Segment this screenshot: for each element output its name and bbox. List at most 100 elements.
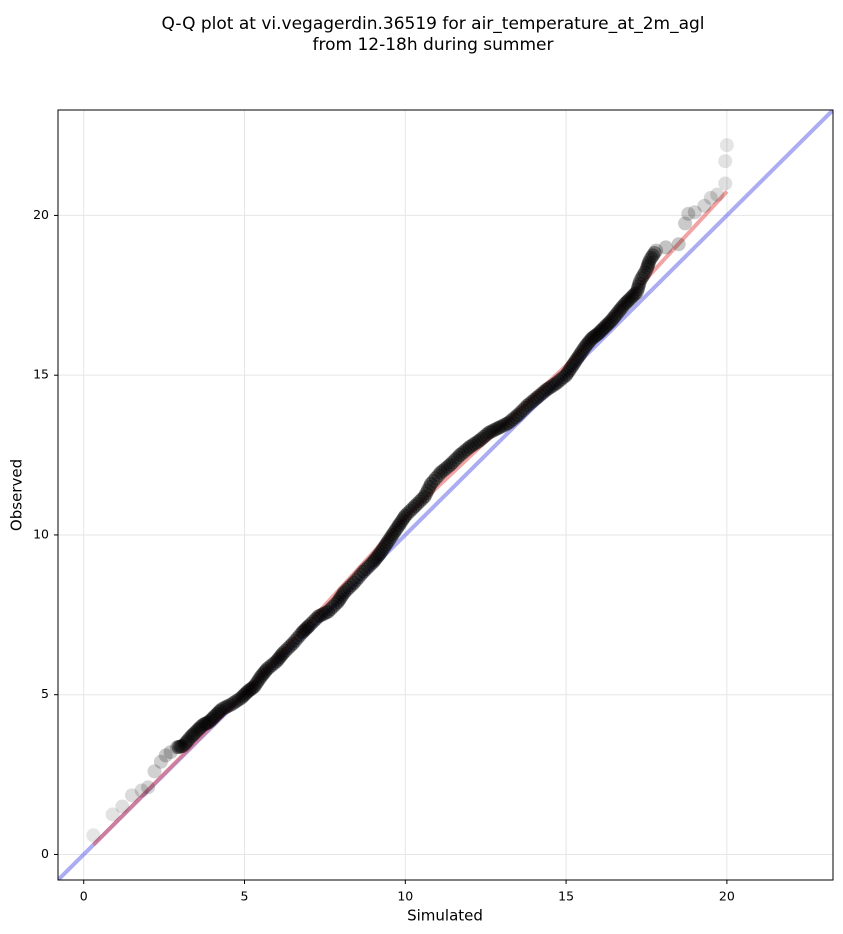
data-point-dense [583,333,598,348]
data-point-dense [229,694,244,709]
data-point-dense [438,461,453,476]
data-point-dense [349,573,364,588]
fit-line [91,190,729,847]
chart-title: Q-Q plot at vi.vegagerdin.36519 for air_… [161,14,704,34]
data-point-dense [575,344,590,359]
data-point-dense [267,656,282,671]
data-point [330,595,345,610]
data-point-dense [203,713,218,728]
y-tick-label: 20 [33,207,49,222]
data-point-dense [231,692,246,707]
data-point-dense [594,323,609,338]
data-point-dense [600,317,615,332]
data-point-dense [581,335,596,350]
data-point-dense [245,680,260,695]
data-point-dense [173,739,188,754]
data-point-dense [403,503,418,518]
data-point [452,448,467,463]
data-point [195,718,210,733]
data-point-dense [562,363,577,378]
data-point-dense [200,715,215,730]
data-point-dense [255,668,270,683]
data-point [385,527,400,542]
data-point-dense [542,380,557,395]
data-point [424,476,439,491]
data-point-dense [428,471,443,486]
data-point [295,625,310,640]
x-tick-label: 15 [558,889,574,904]
data-point [687,205,702,220]
data-point-dense [513,405,528,420]
data-point [391,518,406,533]
data-point-dense [388,523,403,538]
data-point-dense [274,648,289,663]
data-point-dense [179,734,194,749]
data-point-dense [197,717,212,732]
data-point-dense [493,419,508,434]
x-tick-label: 20 [719,889,735,904]
data-point [610,305,625,320]
data-point [240,684,255,699]
data-point-dense [369,551,384,566]
data-point-dense [306,614,321,629]
data-point [472,433,487,448]
data-point-dense [280,641,295,656]
data-point [147,764,162,779]
data-point-dense [194,719,209,734]
x-tick-label: 5 [241,889,249,904]
data-point [141,780,156,795]
data-point [417,489,432,504]
data-point [346,575,361,590]
data-point-dense [448,452,463,467]
data-point [247,679,262,694]
data-point [321,604,336,619]
data-point-dense [184,729,199,744]
data-point-dense [522,396,537,411]
data-point-dense [628,286,643,301]
data-point-dense [309,611,324,626]
data-point-dense [445,455,460,470]
data-point-dense [630,282,645,297]
data-point-dense [235,689,250,704]
x-axis-label: Simulated [407,907,483,925]
data-point-dense [465,438,480,453]
data-point [571,349,586,364]
data-point-dense [412,494,427,509]
data-point-dense [544,379,559,394]
data-point-dense [395,513,410,528]
data-point-dense [422,480,437,495]
data-point-dense [570,351,585,366]
data-point-dense [568,353,583,368]
data-point-dense [506,412,521,427]
data-point [163,745,178,760]
data-point-dense [262,660,277,675]
y-tick-label: 10 [33,526,49,541]
data-point-dense [431,468,446,483]
data-point-dense [393,515,408,530]
data-point-dense [608,307,623,322]
data-point-dense [213,703,228,718]
data-point-dense [248,677,263,692]
data-point-dense [227,695,242,710]
data-point-dense [498,417,513,432]
data-point-dense [563,360,578,375]
data-point-dense [503,414,518,429]
data-point-dense [560,365,575,380]
data-point-dense [272,650,287,665]
data-point-dense [333,590,348,605]
data-point-dense [342,580,357,595]
data-point [443,457,458,472]
data-point [189,724,204,739]
data-point-dense [178,736,193,751]
data-point-dense [537,384,552,399]
data-point-dense [644,250,659,265]
plot-frame [57,109,834,881]
data-point-dense [641,255,656,270]
data-point-dense [344,578,359,593]
data-point [208,708,223,723]
data-point [623,291,638,306]
data-point-dense [645,248,660,263]
data-point-dense [186,727,201,742]
data-point-dense [647,245,662,260]
data-point [718,154,733,169]
